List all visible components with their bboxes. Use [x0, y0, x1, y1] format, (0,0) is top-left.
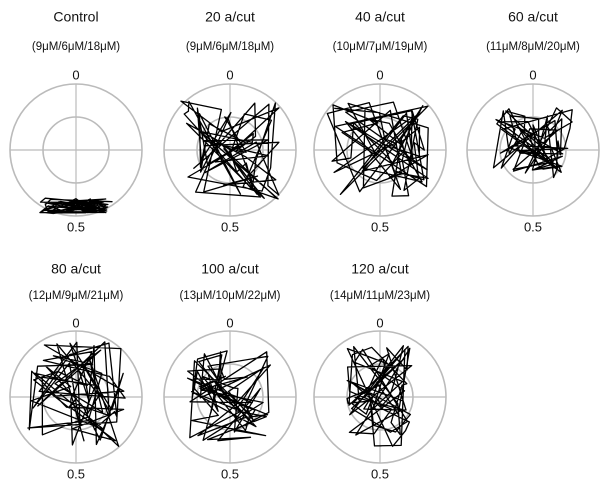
top-label: 0	[72, 315, 79, 330]
trajectory	[180, 100, 280, 200]
bottom-label: 0.5	[221, 466, 239, 481]
panel-subtitle: (10μM/7μM/19μM)	[333, 41, 428, 53]
panel-subtitle: (9μM/6μM/18μM)	[32, 41, 120, 53]
panel-subtitle: (11μM/8μM/20μM)	[486, 41, 580, 53]
panel-title: 40 a/cut	[355, 9, 405, 25]
top-label: 0	[72, 67, 79, 82]
top-label: 0	[376, 67, 383, 82]
bottom-label: 0.5	[524, 219, 542, 234]
panel-subtitle: (13μM/10μM/22μM)	[179, 290, 280, 302]
top-label: 0	[226, 67, 233, 82]
bottom-label: 0.5	[371, 219, 389, 234]
trajectory	[346, 345, 413, 448]
bottom-label: 0.5	[67, 219, 85, 234]
panel-title: Control	[53, 9, 98, 25]
panel-subtitle: (9μM/6μM/18μM)	[186, 41, 274, 53]
panel-title: 120 a/cut	[351, 261, 409, 277]
trajectory	[39, 197, 113, 215]
top-label: 0	[529, 67, 536, 82]
panel-subtitle: (14μM/11μM/23μM)	[330, 290, 430, 302]
bottom-label: 0.5	[67, 466, 85, 481]
trajectory	[492, 107, 573, 179]
bottom-label: 0.5	[221, 219, 239, 234]
trajectory	[326, 101, 429, 197]
top-label: 0	[226, 315, 233, 330]
panel-title: 20 a/cut	[205, 9, 255, 25]
top-label: 0	[376, 315, 383, 330]
panel-title: 80 a/cut	[51, 261, 101, 277]
panel-subtitle: (12μM/9μM/21μM)	[29, 290, 124, 302]
panel-title: 60 a/cut	[508, 9, 558, 25]
bottom-label: 0.5	[371, 466, 389, 481]
trajectory	[27, 341, 126, 447]
trajectory	[186, 350, 272, 442]
panel-title: 100 a/cut	[201, 261, 259, 277]
